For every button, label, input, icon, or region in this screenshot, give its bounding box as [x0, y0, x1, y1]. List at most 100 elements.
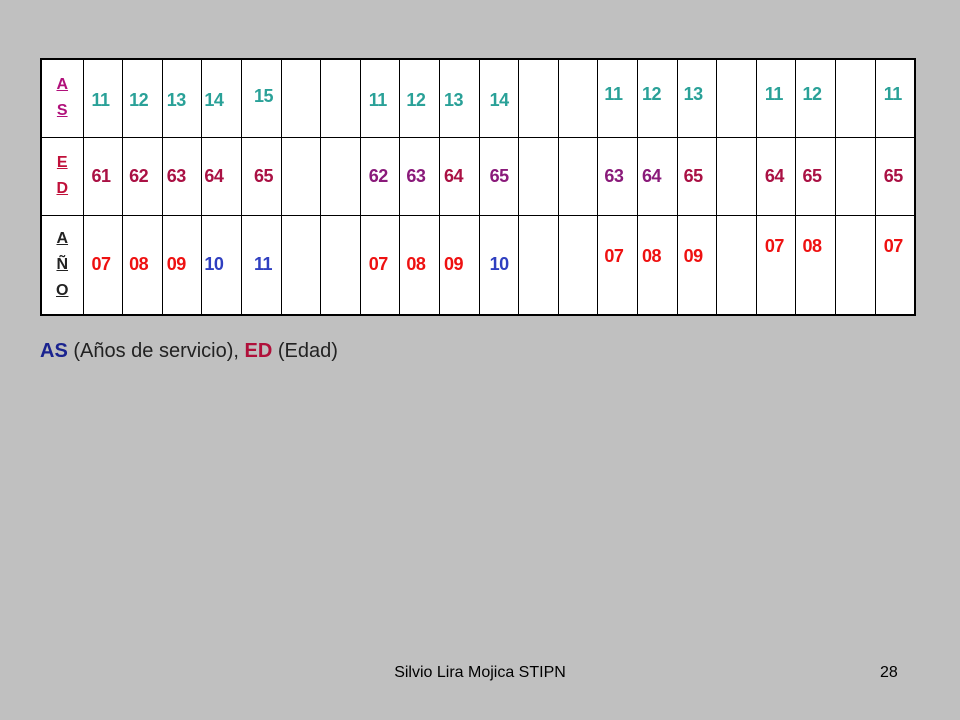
footer-author: Silvio Lira Mojica STIPN — [394, 664, 566, 681]
table-cell: 65 — [240, 136, 282, 216]
table-cell: 62 — [122, 136, 163, 216]
table-cell — [320, 214, 361, 316]
age-value: 63 — [406, 165, 426, 186]
table-cell — [716, 58, 757, 138]
row-label-as: A S — [40, 58, 84, 138]
table-cell: 12 — [122, 58, 163, 138]
table-cell — [518, 214, 559, 316]
table-cell — [557, 136, 599, 216]
table-cell — [835, 136, 876, 216]
table-cell: 07 — [597, 214, 639, 316]
table-cell: 07 — [359, 214, 401, 316]
table-row-as: A S 11 12 13 14 15 11 12 13 14 11 12 13 11 12 11 — [40, 58, 916, 138]
row-label-char: D — [56, 180, 69, 197]
table-cell — [557, 214, 599, 316]
year-value: 10 — [204, 253, 224, 274]
legend-ed-text: (Edad) — [272, 340, 338, 362]
table-cell: 11 — [82, 58, 124, 138]
table-cell: 64 — [755, 136, 797, 216]
years-of-service-value: 12 — [642, 84, 662, 104]
year-value: 07 — [368, 253, 389, 274]
row-label-char: O — [56, 281, 69, 299]
legend-caption: AS (Años de servicio), ED (Edad) — [40, 340, 338, 363]
table-cell: 08 — [637, 214, 678, 316]
table-cell: 63 — [161, 136, 203, 216]
table-cell: 64 — [201, 136, 242, 216]
year-value: 08 — [129, 253, 149, 274]
table-cell: 09 — [676, 214, 718, 316]
table-cell — [280, 136, 322, 216]
table-cell: 07 — [82, 214, 124, 316]
year-value: 09 — [166, 253, 187, 274]
service-age-table: A S 11 12 13 14 15 11 12 13 14 11 12 13 11 12 11 E D 6… — [40, 58, 916, 316]
table-cell: 11 — [874, 58, 916, 138]
legend-as-text: (Años de servicio), — [67, 340, 245, 362]
table-cell — [716, 136, 757, 216]
page-number: 28 — [880, 664, 898, 681]
table-cell: 65 — [676, 136, 718, 216]
age-value: 64 — [642, 165, 662, 186]
years-of-service-value: 13 — [166, 90, 187, 110]
table-cell: 11 — [755, 58, 797, 138]
row-label-ed: E D — [40, 136, 84, 216]
years-of-service-value: 13 — [683, 84, 704, 104]
table-cell: 63 — [399, 136, 440, 216]
table-cell — [716, 214, 757, 316]
year-value: 07 — [883, 235, 904, 256]
age-value: 62 — [368, 165, 389, 186]
row-label-char: S — [56, 102, 68, 120]
year-value: 08 — [642, 245, 662, 266]
years-of-service-value: 15 — [253, 86, 274, 106]
table-cell: 62 — [359, 136, 401, 216]
table-cell — [557, 58, 599, 138]
table-cell — [518, 58, 559, 138]
table-cell: 63 — [597, 136, 639, 216]
age-value: 64 — [764, 165, 785, 186]
table-cell: 07 — [874, 214, 916, 316]
age-value: 62 — [129, 165, 149, 186]
table-cell: 09 — [161, 214, 203, 316]
service-age-table-wrapper: A S 11 12 13 14 15 11 12 13 14 11 12 13 11 12 11 E D 6… — [40, 58, 916, 316]
years-of-service-value: 13 — [443, 90, 464, 110]
table-cell: 12 — [795, 58, 837, 138]
table-cell: 14 — [478, 58, 520, 138]
table-cell — [320, 58, 361, 138]
age-value: 65 — [489, 165, 510, 186]
table-cell — [518, 136, 559, 216]
age-value: 65 — [683, 165, 704, 186]
table-cell: 08 — [399, 214, 440, 316]
year-value: 09 — [683, 245, 704, 266]
years-of-service-value: 11 — [604, 84, 623, 104]
row-label-char: A — [56, 229, 69, 247]
table-cell — [280, 214, 322, 316]
years-of-service-value: 12 — [406, 90, 426, 110]
table-cell — [320, 136, 361, 216]
table-cell: 11 — [359, 58, 401, 138]
table-cell: 08 — [122, 214, 163, 316]
age-value: 65 — [253, 165, 274, 186]
table-row-ed: E D 61 62 63 64 65 62 63 64 65 63 64 65 64 65 65 — [40, 136, 916, 216]
legend-as-abbr: AS — [40, 340, 68, 362]
year-value: 07 — [604, 245, 624, 266]
table-cell: 65 — [478, 136, 520, 216]
table-cell: 64 — [438, 136, 480, 216]
table-cell: 61 — [82, 136, 124, 216]
table-cell — [280, 58, 322, 138]
row-label-year: A Ñ O — [40, 214, 84, 316]
years-of-service-value: 12 — [129, 90, 149, 110]
row-label-char: Ñ — [56, 255, 69, 273]
table-cell — [835, 214, 876, 316]
year-value: 09 — [443, 253, 464, 274]
year-value: 07 — [91, 253, 112, 274]
year-value: 11 — [253, 253, 273, 274]
table-cell: 65 — [795, 136, 837, 216]
year-value: 08 — [802, 235, 822, 256]
table-cell: 13 — [161, 58, 203, 138]
years-of-service-value: 14 — [489, 90, 510, 110]
years-of-service-value: 11 — [91, 90, 111, 110]
age-value: 63 — [604, 165, 624, 186]
table-cell: 14 — [201, 58, 242, 138]
year-value: 08 — [406, 253, 426, 274]
table-cell: 11 — [597, 58, 639, 138]
